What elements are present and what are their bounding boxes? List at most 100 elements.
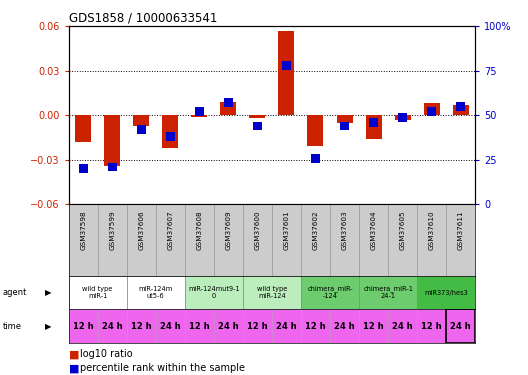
- Bar: [301, 276, 359, 309]
- Bar: [417, 309, 446, 343]
- Bar: [69, 276, 127, 309]
- Text: wild type
miR-124: wild type miR-124: [257, 286, 287, 299]
- Text: 12 h: 12 h: [189, 322, 210, 331]
- Text: GSM37601: GSM37601: [284, 210, 289, 250]
- Text: GSM37611: GSM37611: [458, 210, 464, 250]
- Text: 24 h: 24 h: [160, 322, 181, 331]
- Bar: [249, 116, 266, 118]
- Bar: [214, 204, 243, 276]
- Text: ▶: ▶: [45, 322, 51, 331]
- Bar: [278, 31, 295, 115]
- Bar: [253, 122, 262, 130]
- Bar: [185, 204, 214, 276]
- Bar: [156, 309, 185, 343]
- Bar: [104, 116, 120, 166]
- Bar: [272, 309, 301, 343]
- Bar: [452, 105, 469, 116]
- Bar: [127, 276, 185, 309]
- Bar: [137, 125, 146, 134]
- Bar: [359, 276, 417, 309]
- Text: GSM37602: GSM37602: [313, 210, 318, 250]
- Text: ■: ■: [69, 350, 79, 359]
- Bar: [214, 309, 243, 343]
- Text: agent: agent: [3, 288, 27, 297]
- Bar: [185, 309, 214, 343]
- Bar: [282, 61, 291, 70]
- Text: 24 h: 24 h: [276, 322, 297, 331]
- Bar: [301, 309, 330, 343]
- Text: GSM37604: GSM37604: [371, 210, 376, 250]
- Text: miR-124m
ut5-6: miR-124m ut5-6: [139, 286, 173, 299]
- Text: miR-124mut9-1
0: miR-124mut9-1 0: [188, 286, 240, 299]
- Bar: [369, 118, 378, 127]
- Bar: [195, 107, 204, 116]
- Bar: [394, 116, 411, 120]
- Bar: [69, 204, 98, 276]
- Bar: [243, 204, 272, 276]
- Text: GSM37607: GSM37607: [167, 210, 173, 250]
- Text: 12 h: 12 h: [363, 322, 384, 331]
- Bar: [108, 162, 117, 171]
- Text: ▶: ▶: [45, 288, 51, 297]
- Bar: [69, 309, 98, 343]
- Text: log10 ratio: log10 ratio: [80, 350, 133, 359]
- Bar: [166, 132, 175, 141]
- Text: GSM37606: GSM37606: [138, 210, 144, 250]
- Bar: [365, 116, 382, 139]
- Bar: [446, 309, 475, 343]
- Bar: [133, 116, 149, 126]
- Bar: [359, 204, 388, 276]
- Text: GSM37610: GSM37610: [429, 210, 435, 250]
- Bar: [311, 154, 320, 162]
- Bar: [307, 116, 324, 147]
- Bar: [127, 309, 156, 343]
- Bar: [156, 204, 185, 276]
- Bar: [224, 98, 233, 107]
- Text: ■: ■: [69, 363, 79, 373]
- Text: 12 h: 12 h: [73, 322, 93, 331]
- Text: time: time: [3, 322, 22, 331]
- Bar: [75, 116, 91, 142]
- Bar: [127, 204, 156, 276]
- Text: percentile rank within the sample: percentile rank within the sample: [80, 363, 245, 373]
- Bar: [79, 164, 88, 173]
- Bar: [359, 309, 388, 343]
- Text: GDS1858 / 10000633541: GDS1858 / 10000633541: [69, 11, 217, 24]
- Text: wild type
miR-1: wild type miR-1: [82, 286, 113, 299]
- Bar: [98, 309, 127, 343]
- Text: GSM37600: GSM37600: [254, 210, 260, 250]
- Bar: [301, 204, 330, 276]
- Text: GSM37599: GSM37599: [109, 210, 115, 250]
- Text: chimera_miR-
-124: chimera_miR- -124: [307, 286, 353, 299]
- Bar: [330, 309, 359, 343]
- Bar: [191, 116, 208, 117]
- Text: GSM37605: GSM37605: [400, 210, 406, 250]
- Bar: [243, 309, 272, 343]
- Text: GSM37609: GSM37609: [225, 210, 231, 250]
- Bar: [427, 107, 436, 116]
- Text: 24 h: 24 h: [392, 322, 413, 331]
- Bar: [388, 204, 417, 276]
- Text: 12 h: 12 h: [421, 322, 442, 331]
- Text: miR373/hes3: miR373/hes3: [425, 290, 468, 296]
- Bar: [398, 112, 407, 122]
- Text: GSM37608: GSM37608: [196, 210, 202, 250]
- Bar: [162, 116, 178, 148]
- Bar: [423, 104, 440, 116]
- Bar: [272, 204, 301, 276]
- Bar: [340, 122, 349, 130]
- Bar: [243, 276, 301, 309]
- Text: 12 h: 12 h: [247, 322, 268, 331]
- Text: 24 h: 24 h: [450, 322, 471, 331]
- Bar: [417, 204, 446, 276]
- Text: 24 h: 24 h: [218, 322, 239, 331]
- Text: 12 h: 12 h: [131, 322, 152, 331]
- Bar: [330, 204, 359, 276]
- Text: 24 h: 24 h: [334, 322, 355, 331]
- Text: 12 h: 12 h: [305, 322, 326, 331]
- Bar: [98, 204, 127, 276]
- Text: GSM37603: GSM37603: [342, 210, 347, 250]
- Bar: [185, 276, 243, 309]
- Bar: [417, 276, 475, 309]
- Bar: [336, 116, 353, 123]
